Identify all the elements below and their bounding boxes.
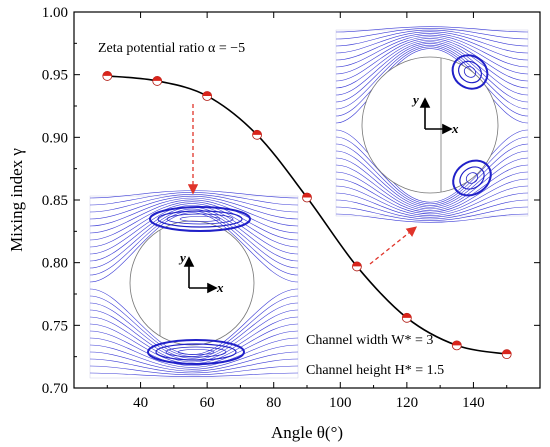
streamline bbox=[335, 36, 529, 75]
streamline bbox=[335, 150, 529, 208]
streamline bbox=[89, 208, 299, 269]
inset-60-axes-icon bbox=[183, 256, 218, 294]
inset-60-streamlines: y x bbox=[89, 190, 299, 379]
data-point bbox=[102, 71, 113, 81]
data-point bbox=[252, 129, 262, 140]
y-tick-label: 0.70 bbox=[42, 381, 68, 397]
data-point bbox=[451, 340, 462, 351]
streamline bbox=[335, 129, 529, 203]
inset-60-cylinder bbox=[129, 220, 255, 346]
streamline bbox=[89, 302, 299, 359]
y-axis-title: Mixing index γ bbox=[7, 148, 26, 252]
streamline bbox=[89, 197, 299, 227]
streamline bbox=[89, 195, 299, 220]
inset-60-y-label: y bbox=[178, 250, 186, 265]
y-tick-label: 1.00 bbox=[42, 5, 68, 21]
data-point bbox=[401, 312, 412, 323]
streamline bbox=[335, 38, 529, 82]
annotation-zeta: Zeta potential ratio α = −5 bbox=[98, 41, 245, 56]
streamline bbox=[335, 178, 529, 215]
streamline bbox=[335, 31, 529, 54]
streamline bbox=[335, 33, 529, 61]
inset-105-cylinder bbox=[361, 56, 499, 194]
streamline bbox=[335, 28, 529, 40]
data-point bbox=[152, 76, 163, 86]
streamline bbox=[335, 48, 529, 124]
streamline bbox=[89, 205, 299, 255]
streamline bbox=[335, 157, 529, 210]
streamline bbox=[89, 365, 299, 376]
y-tick-label: 0.85 bbox=[42, 193, 68, 209]
series-points bbox=[102, 71, 512, 360]
inset-105-bottom-vortex bbox=[452, 159, 492, 197]
y-tick-label: 0.80 bbox=[42, 256, 68, 272]
streamline bbox=[89, 358, 299, 374]
y-tick-label: 0.75 bbox=[42, 318, 68, 334]
inset-60-top-vortex bbox=[149, 206, 251, 232]
streamline bbox=[335, 206, 529, 221]
streamline bbox=[89, 372, 299, 377]
streamline bbox=[335, 192, 529, 218]
streamline bbox=[335, 46, 529, 117]
streamline bbox=[335, 41, 529, 96]
streamline bbox=[335, 43, 529, 103]
streamline bbox=[335, 34, 529, 68]
streamline bbox=[335, 199, 529, 220]
inset-60-bottom-vortex bbox=[147, 339, 245, 365]
streamline bbox=[335, 26, 529, 33]
streamline bbox=[89, 201, 299, 241]
inset-105-axes-icon bbox=[419, 97, 453, 135]
streamline bbox=[335, 213, 529, 223]
arrow-to-inset-105 bbox=[369, 226, 418, 265]
x-tick-label: 100 bbox=[329, 395, 352, 411]
inset-105-streamlines: y x bbox=[335, 26, 529, 223]
streamline bbox=[335, 29, 529, 47]
y-axis-ticks: 0.70 0.75 0.80 0.85 0.90 0.95 1.00 bbox=[42, 5, 540, 397]
inset-105-y-label: y bbox=[411, 92, 419, 107]
annotation-channel-width: Channel width W* = 3 bbox=[306, 333, 433, 348]
streamline bbox=[89, 344, 299, 370]
data-point bbox=[352, 261, 362, 272]
streamline bbox=[89, 316, 299, 363]
streamline bbox=[335, 171, 529, 213]
streamline bbox=[89, 212, 299, 283]
data-point bbox=[202, 91, 213, 101]
streamline bbox=[335, 164, 529, 211]
streamline bbox=[89, 351, 299, 372]
streamline bbox=[89, 199, 299, 234]
streamline bbox=[335, 39, 529, 89]
streamline bbox=[335, 136, 529, 205]
streamline bbox=[335, 185, 529, 216]
annotation-channel-height: Channel height H* = 1.5 bbox=[306, 363, 444, 378]
data-point bbox=[501, 349, 512, 360]
x-tick-label: 80 bbox=[266, 395, 281, 411]
inset-105-top-vortex bbox=[451, 54, 489, 90]
streamline bbox=[89, 203, 299, 248]
inset-60-x-label: x bbox=[216, 280, 224, 295]
x-axis-title: Angle θ(°) bbox=[271, 423, 343, 442]
streamline bbox=[89, 330, 299, 366]
x-tick-label: 140 bbox=[462, 395, 485, 411]
x-tick-label: 120 bbox=[396, 395, 419, 411]
y-tick-label: 0.90 bbox=[42, 130, 68, 146]
streamline bbox=[335, 44, 529, 110]
streamline bbox=[89, 337, 299, 368]
data-point bbox=[302, 192, 312, 203]
x-tick-label: 60 bbox=[200, 395, 215, 411]
x-tick-label: 40 bbox=[133, 395, 148, 411]
streamline bbox=[89, 295, 299, 357]
inset-105-x-label: x bbox=[451, 121, 459, 136]
y-tick-label: 0.95 bbox=[42, 68, 68, 84]
x-axis-ticks: 40 60 80 100 120 140 bbox=[106, 12, 508, 411]
streamline bbox=[335, 143, 529, 206]
